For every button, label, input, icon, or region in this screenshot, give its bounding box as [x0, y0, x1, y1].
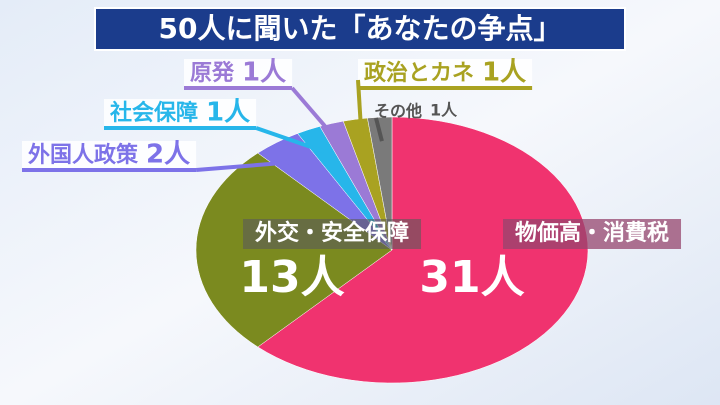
chart-title: 50人に聞いた「あなたの争点」 [159, 12, 562, 45]
value-label: 13人 [239, 252, 344, 303]
label-box [22, 141, 197, 171]
label-bar [184, 86, 293, 90]
category-label: 物価高・消費税 [515, 220, 669, 246]
category-label: 外国人政策 [28, 142, 139, 168]
category-label: 原発 [190, 61, 235, 86]
title-box [94, 7, 626, 51]
value-label: 31人 [419, 252, 524, 303]
value-label: 1人 [206, 98, 250, 128]
label-bar [104, 126, 257, 130]
category-label: その他 [374, 102, 422, 121]
leader-line [374, 117, 384, 142]
label-box [104, 99, 257, 129]
label-box [184, 59, 293, 89]
label-bar [22, 168, 197, 172]
value-label: 1人 [430, 101, 458, 120]
label-box [243, 219, 422, 249]
label-box [358, 59, 533, 89]
category-label: 社会保障 [110, 100, 198, 126]
pie-slice [195, 152, 393, 348]
leader-line [195, 159, 298, 172]
value-label: 1人 [482, 58, 526, 88]
pie-slice [257, 116, 589, 384]
leader-line [356, 79, 364, 143]
value-label: 1人 [242, 58, 286, 88]
label-box [503, 219, 682, 249]
label-bar [358, 86, 533, 90]
pie-slice [367, 116, 393, 251]
category-label: 外交・安全保障 [255, 220, 409, 246]
category-label: 政治とカネ [364, 60, 474, 86]
value-label: 2人 [146, 140, 190, 170]
leader-line [255, 126, 325, 154]
leader-line [290, 86, 344, 148]
